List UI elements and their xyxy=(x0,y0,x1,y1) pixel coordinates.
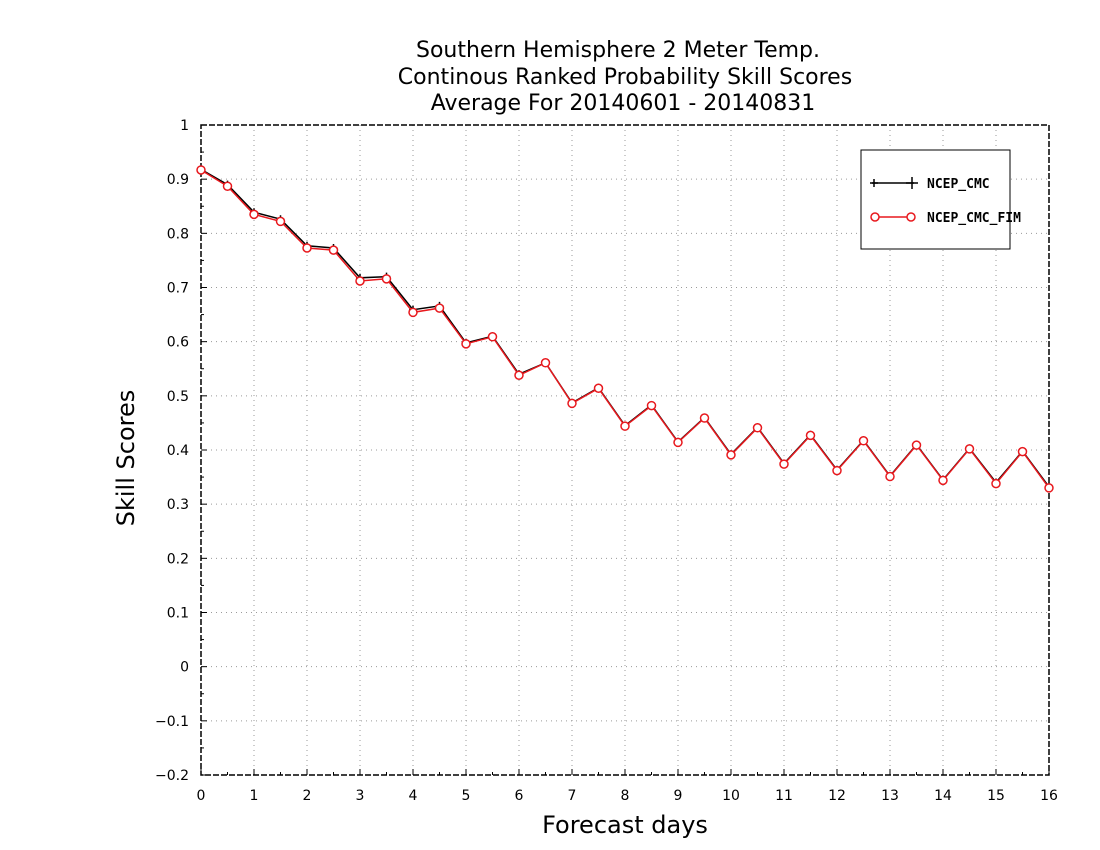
legend-label-ncep-cmc: NCEP_CMC xyxy=(927,177,990,192)
data-point-ncep-cmc-fim xyxy=(196,165,206,175)
data-point-ncep-cmc-fim xyxy=(991,478,1001,489)
x-tick-label: 1 xyxy=(250,788,259,804)
x-axis-label: Forecast days xyxy=(542,811,708,839)
x-tick-label: 2 xyxy=(303,788,312,804)
data-point-ncep-cmc-fim xyxy=(275,216,286,227)
data-point-ncep-cmc-fim xyxy=(832,465,842,476)
x-tick-label: 5 xyxy=(462,788,471,804)
data-point-ncep-cmc-fim xyxy=(646,400,657,411)
data-point-ncep-cmc-fim xyxy=(249,209,259,220)
series-layer xyxy=(196,165,1054,493)
data-point-ncep-cmc-fim xyxy=(461,339,471,349)
y-tick-label: −0.2 xyxy=(155,768,189,784)
data-point-ncep-cmc-fim xyxy=(911,440,922,450)
series-ncep-cmc-fim xyxy=(196,165,1054,493)
legend-marker-ncep-cmc-fim-right xyxy=(906,212,916,222)
x-tick-label: 16 xyxy=(1040,788,1058,804)
y-tick-label: 0.7 xyxy=(167,281,189,297)
data-point-ncep-cmc-fim xyxy=(355,276,365,286)
legend-label-ncep-cmc-fim: NCEP_CMC_FIM xyxy=(927,211,1021,226)
data-point-ncep-cmc-fim xyxy=(302,243,312,253)
data-point-ncep-cmc-fim xyxy=(858,436,869,446)
x-tick-label: 6 xyxy=(515,788,524,804)
y-tick-label: 0.2 xyxy=(167,551,189,567)
x-tick-label: 0 xyxy=(197,788,206,804)
data-point-ncep-cmc-fim xyxy=(593,383,604,393)
data-point-ncep-cmc-fim xyxy=(514,370,524,380)
data-point-ncep-cmc-fim xyxy=(408,307,418,318)
chart-title-line-2: Continous Ranked Probability Skill Score… xyxy=(398,65,852,90)
y-tick-label: 0.9 xyxy=(167,172,189,188)
chart-title-line-3: Average For 20140601 - 20140831 xyxy=(431,91,816,116)
data-point-ncep-cmc-fim xyxy=(434,303,445,313)
data-point-ncep-cmc-fim xyxy=(885,471,895,482)
x-tick-label: 14 xyxy=(934,788,952,804)
data-point-ncep-cmc-fim xyxy=(964,444,975,454)
data-point-ncep-cmc-fim xyxy=(620,421,630,431)
legend-box xyxy=(860,149,1011,250)
x-tick-label: 3 xyxy=(356,788,365,804)
data-point-ncep-cmc-fim xyxy=(1044,483,1054,493)
x-axis: 0 1 2 3 4 5 6 7 8 9 10 11 12 13 14 15 16 xyxy=(197,769,1058,804)
data-point-ncep-cmc-fim xyxy=(567,398,577,409)
x-tick-label: 12 xyxy=(828,788,846,804)
y-tick-label: 1 xyxy=(180,118,189,134)
data-point-ncep-cmc-fim xyxy=(1017,446,1028,457)
y-tick-label: 0.4 xyxy=(167,443,189,459)
data-point-ncep-cmc-fim xyxy=(752,423,763,433)
legend: NCEP_CMC NCEP_CMC_FIM xyxy=(860,149,1021,250)
x-tick-label: 13 xyxy=(881,788,899,804)
y-tick-label: 0 xyxy=(180,660,189,676)
data-point-ncep-cmc-fim xyxy=(487,332,498,342)
chart-title-line-1: Southern Hemisphere 2 Meter Temp. xyxy=(416,38,820,63)
data-point-ncep-cmc-fim xyxy=(779,459,789,469)
legend-marker-ncep-cmc-fim-left xyxy=(870,212,880,222)
data-point-ncep-cmc-fim xyxy=(540,358,551,368)
data-point-ncep-cmc-fim xyxy=(699,413,710,423)
y-tick-label: 0.8 xyxy=(167,226,189,242)
data-point-ncep-cmc-fim xyxy=(381,274,392,284)
data-point-ncep-cmc-fim xyxy=(222,181,233,191)
x-tick-label: 7 xyxy=(568,788,577,804)
data-point-ncep-cmc-fim xyxy=(328,245,339,255)
data-point-ncep-cmc-fim xyxy=(673,437,683,448)
grid-lines xyxy=(201,125,1049,775)
y-tick-label: 0.6 xyxy=(167,335,189,351)
x-tick-label: 10 xyxy=(722,788,740,804)
x-tick-label: 8 xyxy=(621,788,630,804)
x-tick-label: 15 xyxy=(987,788,1005,804)
data-point-ncep-cmc-fim xyxy=(726,450,736,460)
legend-marker-ncep-cmc xyxy=(870,177,918,189)
y-tick-label: −0.1 xyxy=(155,714,189,730)
data-point-ncep-cmc-fim xyxy=(805,430,816,441)
data-point-ncep-cmc-fim xyxy=(938,475,948,486)
y-axis-label: Skill Scores xyxy=(112,390,140,527)
x-tick-label: 4 xyxy=(409,788,418,804)
y-tick-label: 0.3 xyxy=(167,497,189,513)
x-tick-label: 9 xyxy=(674,788,683,804)
y-axis: −0.2 −0.1 0 0.1 0.2 0.3 0.4 0.5 0.6 0.7 0.8 0.9 1 xyxy=(155,118,207,784)
y-tick-label: 0.5 xyxy=(167,389,189,405)
x-tick-label: 11 xyxy=(775,788,793,804)
y-tick-label: 0.1 xyxy=(167,606,189,622)
